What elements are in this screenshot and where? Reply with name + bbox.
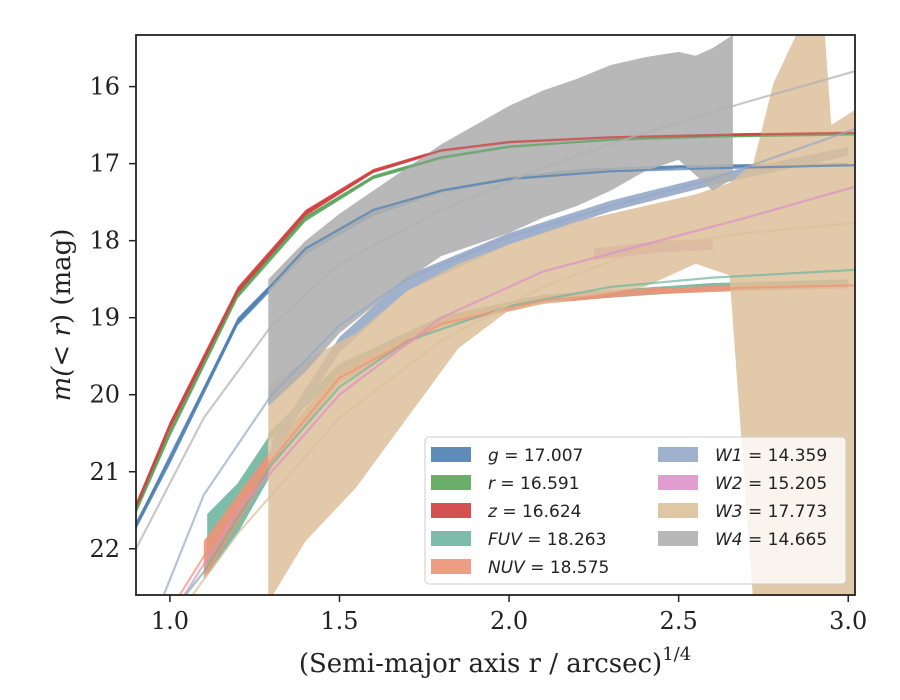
curve-w4	[136, 70, 855, 550]
curve-w1	[162, 127, 855, 595]
x-tick-label: 2.5	[660, 607, 698, 635]
legend-swatch-nuv	[431, 559, 471, 574]
y-tick-label: 16	[89, 73, 120, 101]
curve-z	[136, 131, 855, 507]
legend-swatch-w3	[658, 503, 698, 518]
x-axis-title: (Semi-major axis r / arcsec)1/4	[299, 644, 691, 679]
x-tick-label: 1.0	[151, 607, 189, 635]
curve-w2	[183, 185, 855, 595]
legend-swatch-z	[431, 503, 471, 518]
y-tick-label: 20	[89, 381, 120, 409]
y-axis-title-var: < r	[47, 323, 77, 367]
legend-label-nuv: NUV = 18.575	[488, 558, 609, 578]
y-tick-label: 18	[89, 227, 120, 255]
x-tick-label: 1.5	[320, 607, 358, 635]
curve-w3	[191, 221, 855, 595]
legend-swatch-w1	[658, 447, 698, 462]
x-tick-label: 3.0	[829, 607, 867, 635]
legend-label-fuv: FUV = 18.263	[488, 530, 606, 550]
band-w4	[268, 35, 733, 407]
curve-g	[136, 164, 855, 527]
legend-label-w3: W3 = 17.773	[715, 502, 827, 522]
x-axis-title-text: (Semi-major axis r / arcsec)	[299, 649, 662, 679]
x-tick-label: 2.0	[490, 607, 528, 635]
y-tick-label: 17	[89, 150, 120, 178]
legend-label-r: r = 16.591	[488, 474, 580, 494]
legend-label-w4: W4 = 14.665	[715, 530, 827, 550]
legend-swatch-w4	[658, 531, 698, 546]
x-axis-title-exponent: 1/4	[662, 644, 691, 665]
legend-swatch-w2	[658, 475, 698, 490]
legend-label-z: z = 16.624	[487, 502, 581, 522]
y-axis-title: m(< r) (mag)	[47, 229, 77, 402]
legend-label-g: g = 17.007	[488, 446, 583, 466]
curve-layer	[136, 70, 855, 595]
legend: g = 17.007 r = 16.591 z = 16.624 FUV = 18.2…	[424, 436, 847, 585]
tick-layer: 1.0 1.5 2.0 2.5 3.0 16 17 18 19 20 21 22	[89, 73, 867, 635]
legend-swatch-r	[431, 475, 471, 490]
curve-r	[136, 133, 855, 511]
y-tick-label: 22	[89, 535, 120, 563]
legend-label-w1: W1 = 14.359	[715, 446, 827, 466]
legend-swatch-fuv	[431, 531, 471, 546]
y-tick-label: 19	[89, 304, 120, 332]
y-tick-label: 21	[89, 458, 120, 486]
y-axis-title-post: ) (mag)	[47, 229, 77, 325]
curve-nuv	[178, 284, 855, 595]
legend-swatch-g	[431, 447, 471, 462]
legend-label-w2: W2 = 15.205	[715, 474, 827, 494]
y-axis-title-pre: m(	[47, 366, 77, 402]
legend-frame	[424, 436, 847, 585]
band-w1	[271, 146, 849, 457]
plot-frame	[135, 34, 856, 596]
